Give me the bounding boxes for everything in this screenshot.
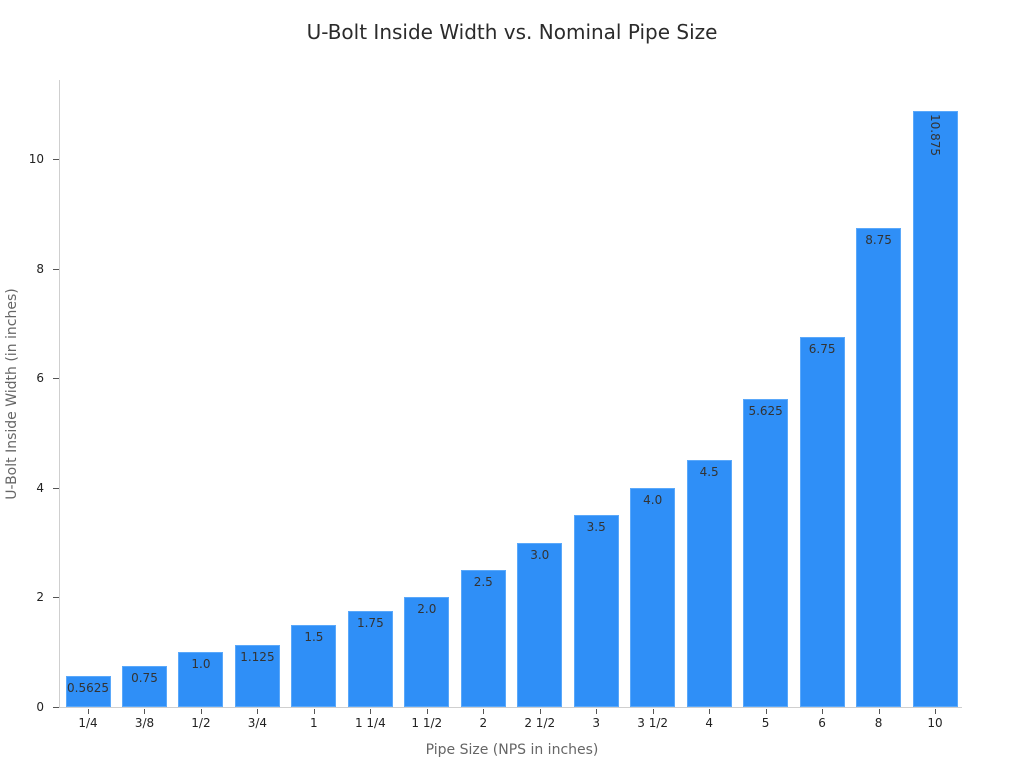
bar: 1.0 — [178, 652, 224, 707]
x-tick — [313, 709, 315, 714]
bar: 3.0 — [517, 542, 563, 707]
y-tick-label: 0 — [36, 700, 44, 714]
x-tick — [144, 709, 146, 714]
bar-value-label: 2.0 — [417, 602, 437, 617]
bar: 8.75 — [856, 227, 902, 707]
y-tick — [53, 597, 59, 599]
y-tick-label: 10 — [28, 152, 44, 166]
x-tick-label: 3/8 — [134, 716, 155, 730]
bar: 1.125 — [234, 645, 280, 707]
bar-value-label: 1.75 — [356, 616, 384, 631]
bar: 0.75 — [121, 665, 167, 707]
bar: 6.75 — [799, 337, 845, 707]
x-axis-line — [59, 707, 962, 708]
bar-value-label: 0.5625 — [67, 681, 109, 696]
bar-value-label: 8.75 — [865, 232, 892, 247]
x-tick — [709, 709, 711, 714]
y-tick — [53, 707, 59, 708]
bar-value-label: 1.0 — [191, 657, 211, 672]
x-tick — [935, 709, 937, 714]
bar: 2.0 — [404, 597, 450, 707]
x-tick — [652, 709, 654, 714]
y-tick — [53, 268, 59, 270]
bar: 10.875 — [912, 111, 958, 707]
x-tick-label: 3 1/2 — [637, 716, 669, 730]
x-tick — [765, 709, 767, 714]
x-tick — [200, 709, 202, 714]
x-tick-label: 1/2 — [191, 716, 211, 730]
x-tick — [426, 709, 428, 714]
x-axis-title: Pipe Size (NPS in inches) — [425, 742, 599, 758]
y-axis-line — [59, 80, 60, 708]
x-tick-label: 8 — [874, 716, 883, 730]
y-tick-label: 2 — [36, 590, 44, 605]
bar-value-label: 10.875 — [928, 114, 943, 157]
y-axis-title: U-Bolt Inside Width (in inches) — [4, 288, 20, 500]
chart-title: U-Bolt Inside Width vs. Nominal Pipe Siz… — [306, 20, 718, 44]
y-tick — [53, 378, 59, 380]
bar-value-label: 3.5 — [586, 520, 606, 535]
x-tick-label: 1/4 — [78, 716, 98, 730]
bar-value-label: 1.125 — [240, 650, 275, 665]
bar: 4.0 — [630, 487, 676, 707]
bar-value-label: 4.5 — [699, 465, 719, 480]
bar-value-label: 0.75 — [131, 670, 158, 685]
x-tick — [88, 709, 89, 714]
x-tick-label: 10 — [927, 716, 943, 730]
x-tick-label: 1 — [310, 716, 318, 730]
x-tick-label: 2 — [479, 716, 488, 730]
bar: 1.75 — [347, 611, 393, 707]
bar-value-label: 5.625 — [748, 403, 783, 418]
x-tick-label: 3 — [592, 716, 601, 730]
bar: 1.5 — [291, 624, 337, 707]
bar-value-label: 4.0 — [643, 492, 663, 507]
x-tick — [370, 709, 372, 714]
x-tick-label: 1 1/4 — [354, 716, 386, 730]
x-tick — [539, 709, 541, 714]
x-tick-label: 5 — [761, 716, 770, 730]
bar-value-label: 3.0 — [530, 547, 550, 562]
bar-value-label: 6.75 — [808, 342, 836, 357]
x-tick — [596, 709, 598, 714]
x-tick — [483, 709, 485, 714]
bar-value-label: 2.5 — [473, 575, 493, 589]
x-tick — [822, 709, 824, 714]
y-tick-label: 6 — [36, 371, 44, 386]
bar: 3.5 — [573, 515, 619, 707]
y-tick-label: 8 — [36, 261, 44, 276]
y-tick — [53, 159, 59, 160]
bar-value-label: 1.5 — [304, 629, 324, 644]
bar: 5.625 — [743, 398, 789, 707]
x-tick-label: 6 — [818, 716, 826, 730]
x-tick-label: 2 1/2 — [524, 716, 556, 730]
x-tick — [878, 709, 880, 714]
x-tick — [257, 709, 259, 714]
x-tick-label: 1 1/2 — [411, 716, 443, 730]
bar: 0.5625 — [65, 676, 111, 707]
x-tick-label: 4 — [705, 716, 713, 730]
bar: 2.5 — [460, 570, 506, 707]
y-tick-label: 4 — [36, 480, 44, 495]
bar: 4.5 — [686, 460, 732, 707]
x-tick-label: 3/4 — [247, 716, 268, 730]
y-tick — [53, 487, 59, 489]
